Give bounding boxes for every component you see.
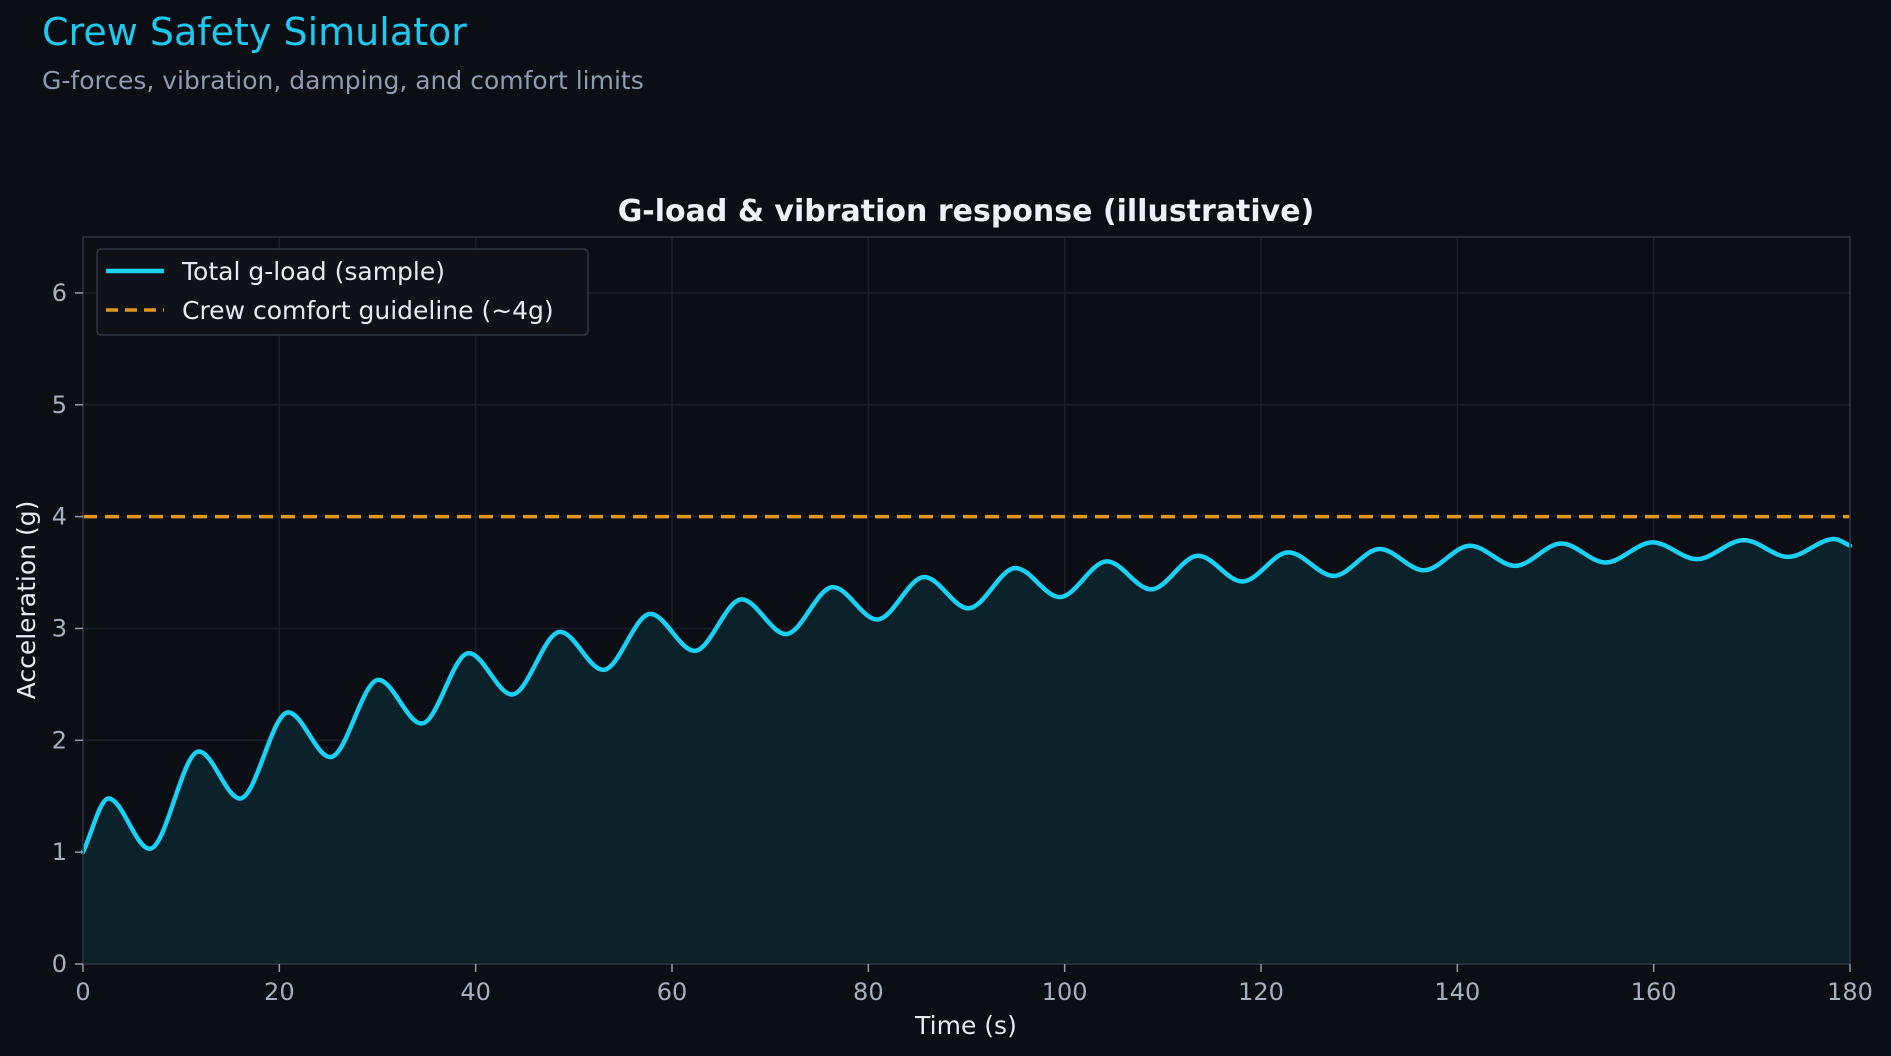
x-tick-label: 20 bbox=[264, 978, 295, 1006]
x-axis-label: Time (s) bbox=[914, 1011, 1017, 1040]
legend-label-guideline: Crew comfort guideline (~4g) bbox=[182, 296, 554, 325]
y-tick-label: 5 bbox=[52, 391, 67, 419]
x-tick-label: 0 bbox=[75, 978, 90, 1006]
x-tick-label: 140 bbox=[1434, 978, 1480, 1006]
y-axis-label: Acceleration (g) bbox=[12, 501, 41, 700]
legend-box bbox=[96, 248, 589, 336]
y-tick-label: 4 bbox=[52, 503, 67, 531]
x-tick-label: 180 bbox=[1827, 978, 1873, 1006]
x-tick-label: 120 bbox=[1238, 978, 1284, 1006]
series-gload-line bbox=[80, 536, 1853, 855]
x-tick-label: 160 bbox=[1631, 978, 1677, 1006]
chart-title: G-load & vibration response (illustrativ… bbox=[618, 194, 1315, 229]
x-tick-label: 100 bbox=[1042, 978, 1088, 1006]
y-axis: 0 1 2 3 4 5 6 bbox=[52, 279, 83, 978]
app-title: Crew Safety Simulator bbox=[42, 10, 467, 54]
y-tick-label: 2 bbox=[52, 726, 67, 754]
x-tick-label: 60 bbox=[657, 978, 688, 1006]
app-subtitle: G-forces, vibration, damping, and comfor… bbox=[42, 66, 644, 95]
series-layer bbox=[80, 514, 1853, 964]
y-tick-label: 3 bbox=[52, 614, 67, 642]
y-tick-label: 0 bbox=[52, 950, 67, 978]
x-axis: 0 20 40 60 80 100 120 140 160 180 bbox=[75, 964, 1873, 1006]
legend-label-gload: Total g-load (sample) bbox=[181, 257, 445, 286]
x-tick-label: 80 bbox=[853, 978, 884, 1006]
legend: Total g-load (sample) Crew comfort guide… bbox=[96, 248, 589, 336]
x-tick-label: 40 bbox=[460, 978, 491, 1006]
plot-frame bbox=[82, 236, 1851, 965]
y-tick-label: 1 bbox=[52, 838, 67, 866]
y-tick-label: 6 bbox=[52, 279, 67, 307]
series-gload-area bbox=[83, 538, 1850, 964]
